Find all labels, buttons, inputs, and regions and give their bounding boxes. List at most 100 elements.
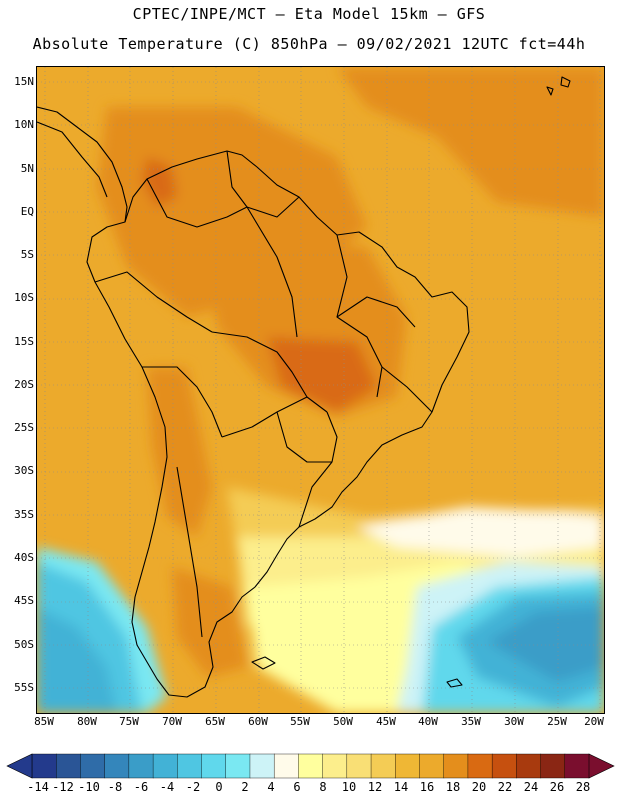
lat-label: 15N — [14, 75, 34, 88]
lon-label: 45W — [376, 715, 396, 728]
island — [560, 76, 571, 88]
lat-label: 10N — [14, 118, 34, 131]
field-region — [142, 157, 177, 207]
lon-label: 30W — [504, 715, 524, 728]
colorbar-high-arrow — [588, 753, 615, 779]
colorbar-cell — [395, 753, 420, 779]
colorbar-cell — [491, 753, 517, 779]
field-region — [147, 367, 212, 537]
colorbar-cell — [80, 753, 106, 779]
lon-label: 50W — [333, 715, 353, 728]
colorbar-label: 2 — [241, 780, 249, 794]
colorbar-cell — [346, 753, 372, 779]
lat-label: 55S — [14, 681, 34, 694]
lat-label: 5S — [20, 248, 34, 261]
lon-label: 65W — [205, 715, 225, 728]
lat-label: EQ — [20, 205, 34, 218]
island — [546, 86, 554, 96]
coastlines — [37, 76, 571, 698]
colorbar-label: 18 — [445, 780, 461, 794]
colorbar-label: 8 — [319, 780, 327, 794]
country-border — [336, 296, 416, 328]
lon-label: 85W — [34, 715, 54, 728]
colorbar-cell — [56, 753, 81, 779]
country-border — [336, 234, 383, 398]
colorbar-label: 14 — [393, 780, 409, 794]
coastline — [37, 106, 128, 223]
colorbar-cell — [370, 753, 396, 779]
colorbar-label: 0 — [215, 780, 223, 794]
temperature-field — [37, 67, 604, 713]
field-region — [487, 607, 604, 682]
island — [446, 678, 463, 688]
country-border — [211, 331, 328, 413]
colorbar-cell — [152, 753, 178, 779]
lat-label: 20S — [14, 378, 34, 391]
map-subtitle: Absolute Temperature (C) 850hPa – 09/02/… — [32, 35, 586, 53]
colorbar-cell — [201, 753, 227, 779]
country-border — [246, 206, 298, 338]
colorbar-label: 22 — [497, 780, 513, 794]
colorbar-label: -12 — [52, 780, 74, 794]
field-region — [172, 567, 247, 677]
colorbar-label: -2 — [185, 780, 201, 794]
colorbar-cell — [298, 753, 324, 779]
lon-label: 80W — [77, 715, 97, 728]
lat-label: 50S — [14, 638, 34, 651]
continent-outline — [86, 150, 470, 698]
country-border — [142, 366, 223, 438]
colorbar-label: 6 — [293, 780, 301, 794]
colorbar-label: 28 — [575, 780, 591, 794]
colorbar-cell — [467, 753, 493, 779]
lat-label: 40S — [14, 551, 34, 564]
graticule — [37, 67, 604, 713]
colorbar-low-arrow — [6, 753, 33, 779]
colorbar-cell — [419, 753, 445, 779]
colorbar-label: 12 — [367, 780, 383, 794]
field-region — [37, 607, 117, 713]
colorbar-cell — [540, 753, 566, 779]
colorbar-cell — [273, 753, 299, 779]
colorbar-cell — [443, 753, 469, 779]
colorbar-cell — [177, 753, 203, 779]
colorbar-cell — [249, 753, 275, 779]
lon-label: 40W — [418, 715, 438, 728]
lon-label: 75W — [119, 715, 139, 728]
lon-label: 20W — [584, 715, 604, 728]
colorbar-label: 4 — [267, 780, 275, 794]
lon-label: 60W — [248, 715, 268, 728]
colorbar-label: -14 — [27, 780, 49, 794]
colorbar-cell — [128, 753, 154, 779]
country-border — [221, 396, 308, 438]
lon-label: 25W — [547, 715, 567, 728]
lat-label: 10S — [14, 291, 34, 304]
colorbar-label: 10 — [341, 780, 357, 794]
colorbar-cell — [31, 753, 57, 779]
lat-label: 45S — [14, 594, 34, 607]
country-border — [276, 411, 332, 463]
country-border — [176, 466, 203, 638]
lat-label: 5N — [20, 162, 34, 175]
lat-label: 35S — [14, 508, 34, 521]
field-region — [337, 67, 604, 217]
lon-label: 55W — [290, 715, 310, 728]
colorbar-cell — [104, 753, 130, 779]
country-border — [381, 366, 433, 413]
lat-label: 25S — [14, 421, 34, 434]
colorbar-label: 16 — [419, 780, 435, 794]
island — [251, 656, 276, 670]
map-title: CPTEC/INPE/MCT – Eta Model 15km – GFS — [132, 5, 486, 23]
lon-label: 35W — [461, 715, 481, 728]
lon-label: 70W — [162, 715, 182, 728]
country-border — [146, 178, 248, 228]
colorbar-cell — [516, 753, 542, 779]
colorbar-label: 26 — [549, 780, 565, 794]
colorbar — [6, 753, 615, 779]
colorbar-label: 24 — [523, 780, 539, 794]
colorbar-cell — [225, 753, 251, 779]
colorbar-label: -10 — [78, 780, 100, 794]
colorbar-label: -8 — [107, 780, 123, 794]
field-region — [357, 507, 604, 557]
lat-label: 15S — [14, 335, 34, 348]
field-region — [267, 337, 377, 412]
